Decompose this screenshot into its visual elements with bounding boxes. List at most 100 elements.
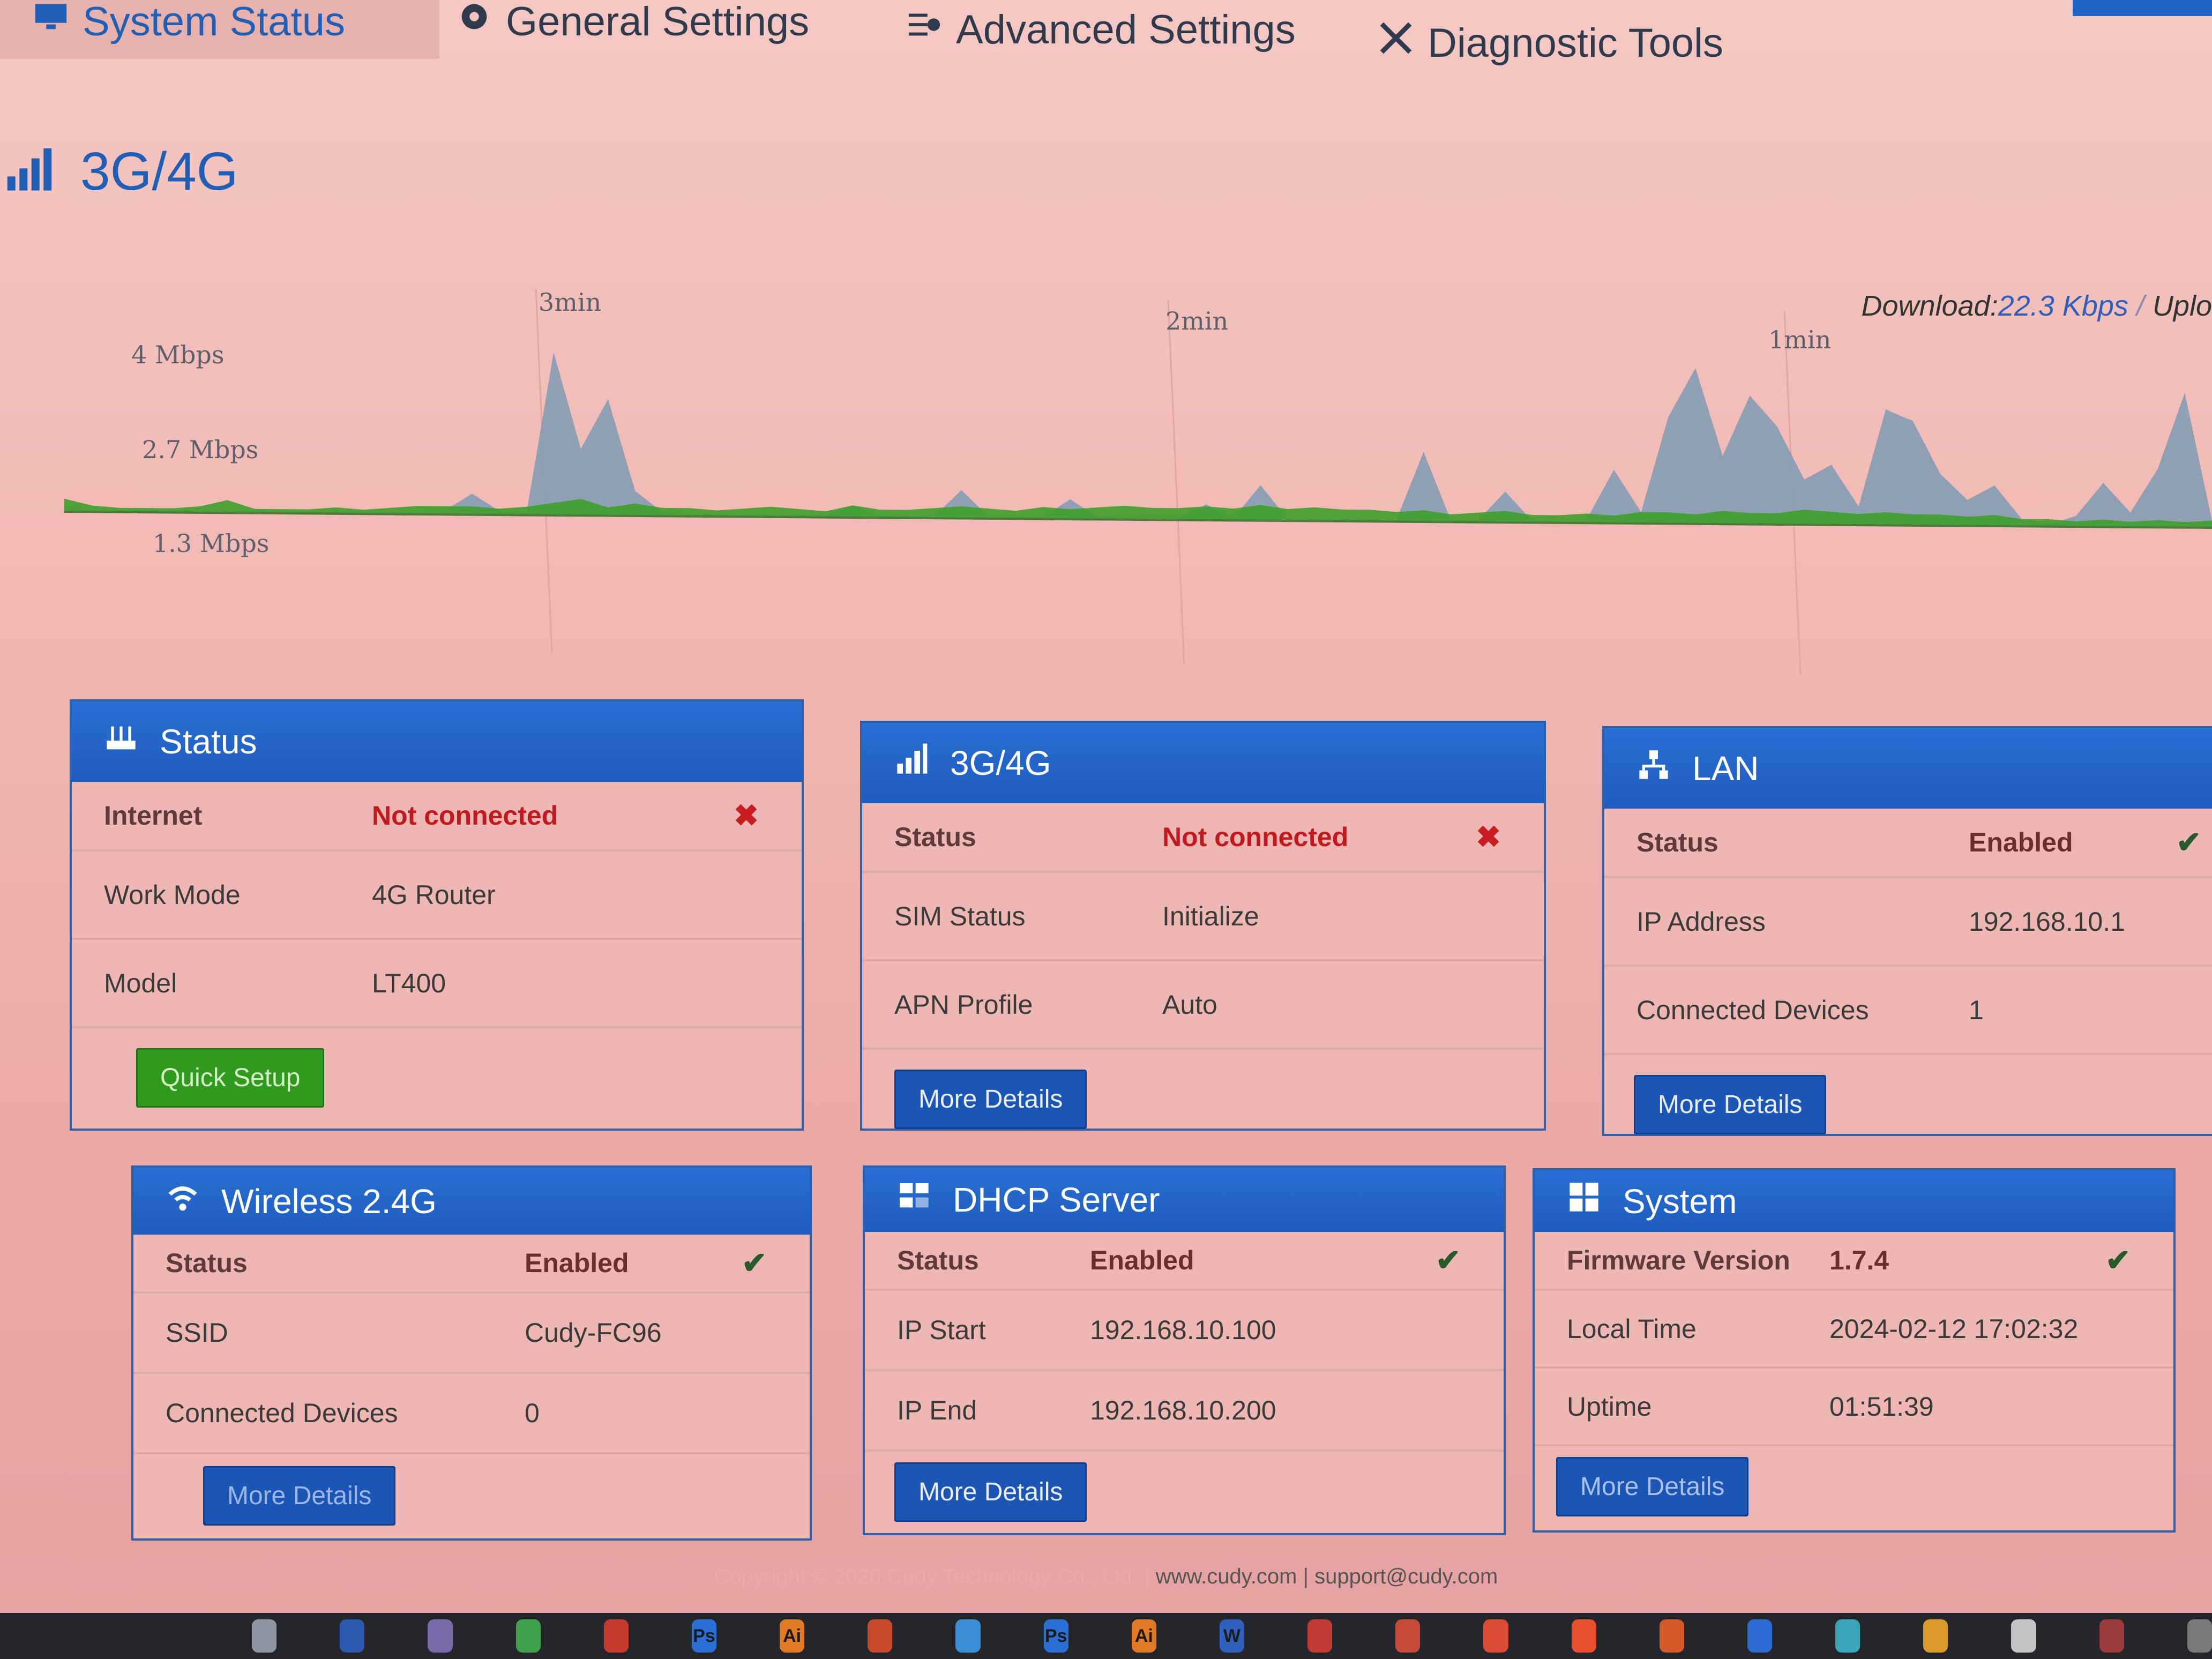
card-actions: More Details [1535, 1446, 2173, 1527]
photoshop-icon[interactable]: Ps [1043, 1619, 1068, 1653]
calculator-icon[interactable] [515, 1619, 541, 1653]
row-label: Connected Devices [166, 1398, 398, 1428]
clock-icon[interactable] [340, 1619, 365, 1653]
page-header: 3G/4G [5, 139, 238, 204]
row-label: IP Start [897, 1315, 986, 1345]
mail-icon[interactable] [2011, 1619, 2036, 1653]
tab-general-settings[interactable]: General Settings [455, 0, 809, 59]
chart-series-group [64, 352, 2212, 529]
app-icon[interactable] [2099, 1619, 2124, 1653]
tab-system-status[interactable]: System Status [0, 0, 439, 59]
y-tick-label: 2.7 Mbps [142, 435, 258, 464]
check-icon: ✔ [2176, 825, 2201, 859]
close-icon: ✖ [734, 798, 759, 832]
support-email-link[interactable]: support@cudy.com [1314, 1565, 1498, 1588]
tab-label: System Status [83, 0, 345, 44]
chart-legend: Download:22.3 Kbps / Uplo [1862, 289, 2212, 323]
more-details-button[interactable]: More Details [894, 1070, 1087, 1129]
media-player-icon[interactable] [1659, 1619, 1684, 1653]
word-icon[interactable]: W [1219, 1619, 1245, 1653]
card-header: System [1535, 1170, 2173, 1232]
card-title: Wireless 2.4G [221, 1182, 437, 1221]
edge-icon[interactable] [1835, 1619, 1860, 1653]
tab-label: General Settings [506, 0, 810, 44]
row-value: Enabled [1969, 827, 2073, 857]
row-value: Initialize [1162, 901, 1259, 931]
chrome-icon[interactable] [1483, 1619, 1508, 1653]
row-label: Connected Devices [1636, 995, 1869, 1025]
tab-advanced-settings[interactable]: Advanced Settings [906, 0, 1296, 67]
lan-status-row: Status Enabled ✔ [1604, 809, 2212, 878]
card-title: Status [160, 722, 257, 761]
x-tick-label: 3min [539, 288, 601, 317]
acrobat-icon[interactable] [1307, 1619, 1333, 1653]
settings-icon[interactable] [252, 1619, 277, 1653]
card-title: LAN [1692, 749, 1759, 788]
row-label: Internet [104, 801, 203, 831]
row-label: Status [897, 1245, 979, 1275]
app-icon[interactable] [2187, 1619, 2212, 1653]
quick-setup-button[interactable]: Quick Setup [136, 1048, 325, 1108]
more-details-button[interactable]: More Details [1556, 1456, 1749, 1516]
card-actions: Quick Setup [72, 1028, 802, 1127]
more-details-button[interactable]: More Details [1634, 1075, 1827, 1134]
router-icon [104, 721, 138, 763]
folder-icon[interactable] [1923, 1619, 1948, 1653]
page-title: 3G/4G [80, 141, 238, 201]
connected-devices-row: Connected Devices 0 [133, 1374, 810, 1454]
sliders-icon [906, 6, 943, 53]
legend-upload-label: Uplo [2152, 290, 2212, 322]
card-actions: More Details [862, 1050, 1544, 1149]
card-actions: More Details [1604, 1055, 2212, 1154]
status-card: Status Internet Not connected ✖ Work Mod… [70, 699, 804, 1131]
ip-address-row: IP Address 192.168.10.1 [1604, 878, 2212, 967]
check-icon: ✔ [742, 1246, 767, 1280]
row-label: Firmware Version [1567, 1245, 1790, 1275]
connected-devices-row: Connected Devices 1 [1604, 967, 2212, 1055]
network-icon[interactable] [1747, 1619, 1773, 1653]
website-link[interactable]: www.cudy.com [1155, 1565, 1297, 1588]
more-details-button[interactable]: More Details [203, 1466, 396, 1526]
wireless-status-row: Status Enabled ✔ [133, 1235, 810, 1294]
tab-label: Diagnostic Tools [1428, 20, 1724, 66]
illustrator-icon[interactable]: Ai [1131, 1619, 1156, 1653]
row-label: Status [166, 1248, 248, 1278]
camera-icon[interactable] [428, 1619, 453, 1653]
photoshop-icon[interactable]: Ps [691, 1619, 717, 1653]
card-title: System [1623, 1182, 1737, 1221]
calendar-icon[interactable] [955, 1619, 981, 1653]
row-label: APN Profile [894, 989, 1033, 1020]
media-icon[interactable] [1395, 1619, 1421, 1653]
firmware-version-row: Firmware Version 1.7.4 ✔ [1535, 1232, 2173, 1291]
row-value: 4G Router [372, 879, 496, 910]
monitor-icon [32, 0, 70, 45]
chrome-icon[interactable] [1571, 1619, 1596, 1653]
row-label: SIM Status [894, 901, 1026, 931]
footer-separator: | [1303, 1565, 1309, 1588]
pdf-icon[interactable] [603, 1619, 629, 1653]
row-value: Enabled [525, 1248, 629, 1278]
card-title: DHCP Server [953, 1180, 1160, 1219]
sim-status-row: SIM Status Initialize [862, 873, 1544, 961]
y-tick-label: 4 Mbps [131, 340, 225, 369]
dhcp-status-row: Status Enabled ✔ [865, 1232, 1504, 1291]
x-tick-label: 1min [1768, 325, 1831, 354]
row-value: Not connected [1162, 822, 1349, 852]
tab-label: Advanced Settings [956, 6, 1296, 53]
close-icon: ✖ [1476, 820, 1501, 854]
tab-diagnostic-tools[interactable]: Diagnostic Tools [1377, 5, 1723, 80]
illustrator-icon[interactable]: Ai [780, 1619, 805, 1653]
header-accent [2073, 0, 2212, 16]
more-details-button[interactable]: More Details [894, 1462, 1087, 1522]
search-icon[interactable] [868, 1619, 893, 1653]
row-value: Enabled [1090, 1245, 1194, 1275]
gear-icon [455, 0, 493, 45]
apn-profile-row: APN Profile Auto [862, 961, 1544, 1050]
cellular-card: 3G/4G Status Not connected ✖ SIM Status … [860, 721, 1546, 1131]
footer: Copyright © 2020 Cudy Technology Co., Lt… [0, 1565, 2212, 1589]
row-label: IP End [897, 1395, 977, 1425]
uptime-row: Uptime 01:51:39 [1535, 1369, 2173, 1446]
row-value: 01:51:39 [1829, 1391, 1934, 1422]
grid-icon [1567, 1180, 1601, 1222]
footer-separator: | [1144, 1565, 1150, 1588]
